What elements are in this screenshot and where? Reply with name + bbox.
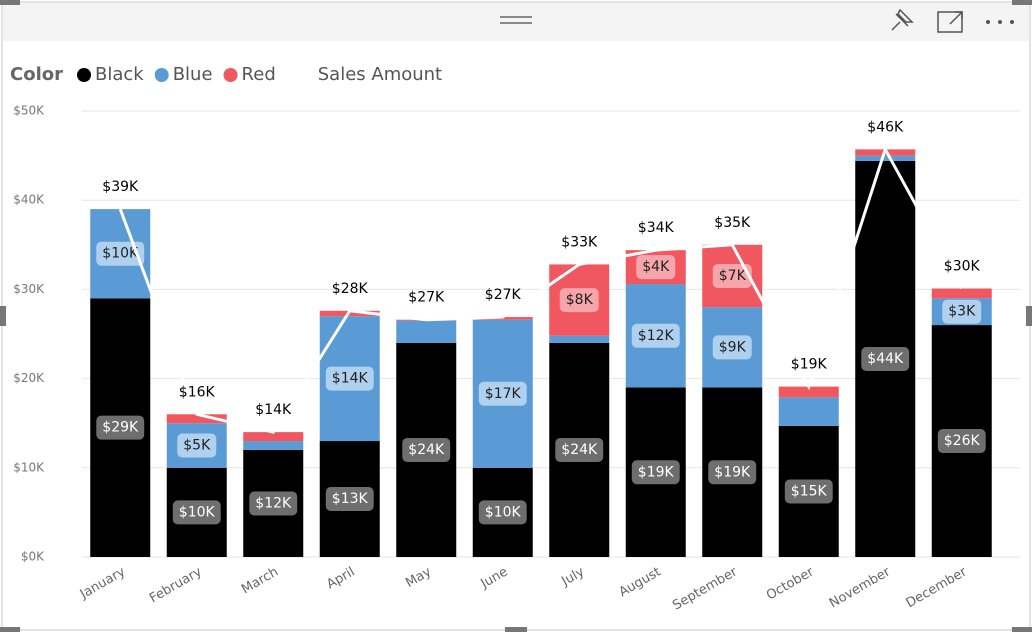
data-label: $10K xyxy=(102,246,139,262)
total-label: $33K xyxy=(561,234,598,250)
legend: Black Blue Red Sales Amount xyxy=(77,64,442,85)
legend-marker xyxy=(154,68,169,82)
data-label-bg xyxy=(559,288,599,313)
bar-segment xyxy=(243,432,304,442)
data-label: $13K xyxy=(332,491,369,507)
data-label-bg xyxy=(478,500,527,525)
bar-segment xyxy=(166,414,227,424)
data-label-bg xyxy=(631,460,680,485)
total-label: $30K xyxy=(944,259,981,275)
header-bar xyxy=(3,3,1029,41)
data-label: $24K xyxy=(561,442,598,458)
data-label-bg xyxy=(631,323,680,348)
total-label: $46K xyxy=(867,119,904,135)
bar-segment xyxy=(243,441,304,450)
data-label-bg xyxy=(325,487,374,512)
data-label: $15K xyxy=(791,483,828,499)
pin-icon[interactable] xyxy=(891,8,914,31)
drag-handle[interactable] xyxy=(500,16,532,24)
data-label-bg xyxy=(172,500,221,525)
legend-marker xyxy=(223,68,238,82)
data-label: $8K xyxy=(566,292,594,308)
focus-icon[interactable] xyxy=(937,11,963,33)
data-label: $4K xyxy=(642,259,670,275)
data-label: $10K xyxy=(485,504,522,520)
data-label-bg xyxy=(325,366,374,391)
data-label-bg xyxy=(937,429,986,454)
bar-segment xyxy=(931,288,992,299)
legend-marker xyxy=(77,68,91,82)
y-tick-label: $0K xyxy=(21,550,45,564)
data-label: $14K xyxy=(332,371,369,387)
total-label: $39K xyxy=(102,179,139,195)
data-label: $24K xyxy=(408,442,445,458)
total-label: $27K xyxy=(408,290,445,306)
total-label: $27K xyxy=(485,287,522,303)
data-label: $19K xyxy=(714,464,751,480)
data-label: $7K xyxy=(719,268,747,284)
y-tick-label: $20K xyxy=(13,371,45,385)
data-label: $17K xyxy=(485,386,522,402)
data-label-bg xyxy=(942,299,982,324)
data-label: $12K xyxy=(255,495,292,511)
total-label: $28K xyxy=(332,281,369,297)
data-label: $44K xyxy=(867,351,904,367)
y-tick-label: $10K xyxy=(13,460,45,474)
data-label-bg xyxy=(402,437,451,462)
y-tick-label: $50K xyxy=(13,104,45,118)
data-label: $9K xyxy=(719,339,747,355)
total-label: $34K xyxy=(638,220,675,236)
legend-label: Sales Amount xyxy=(318,64,442,85)
y-tick-label: $40K xyxy=(13,193,45,207)
bar-segment xyxy=(549,335,610,343)
y-tick-label: $30K xyxy=(13,282,45,296)
total-label: $14K xyxy=(255,402,292,418)
data-label-bg xyxy=(861,346,910,371)
data-label-bg xyxy=(177,433,217,458)
bar-segment xyxy=(778,386,839,398)
total-label: $16K xyxy=(179,384,216,400)
total-label: $35K xyxy=(714,215,751,231)
data-label: $29K xyxy=(102,420,139,436)
total-label: $19K xyxy=(791,357,828,373)
data-label: $5K xyxy=(183,438,211,454)
data-label-bg xyxy=(478,381,527,406)
plot-area: $0K$10K$20K$30K$40K$50KJanuary$29K$10KFe… xyxy=(13,104,1020,613)
data-label-bg xyxy=(555,437,604,462)
legend-label: Red xyxy=(242,64,276,85)
more-icon[interactable] xyxy=(986,20,1014,24)
data-label: $10K xyxy=(179,504,216,520)
bar-segment xyxy=(855,155,916,161)
data-label-bg xyxy=(249,491,298,516)
bar-segment xyxy=(778,397,839,426)
bar-segment xyxy=(396,320,457,343)
legend-title: Color xyxy=(10,64,63,85)
data-label-bg xyxy=(708,460,757,485)
data-label-bg xyxy=(96,241,145,266)
data-label-bg xyxy=(96,415,145,440)
legend-label: Black xyxy=(95,64,144,85)
sales-line xyxy=(118,145,964,434)
data-label: $3K xyxy=(948,304,976,320)
data-label: $19K xyxy=(638,464,675,480)
data-label-bg xyxy=(784,479,833,504)
legend-label: Blue xyxy=(173,64,213,85)
data-label-bg xyxy=(636,255,676,280)
data-label-bg xyxy=(712,335,752,360)
data-label-bg xyxy=(712,264,752,289)
data-label: $12K xyxy=(638,328,675,344)
data-label: $26K xyxy=(944,433,981,449)
